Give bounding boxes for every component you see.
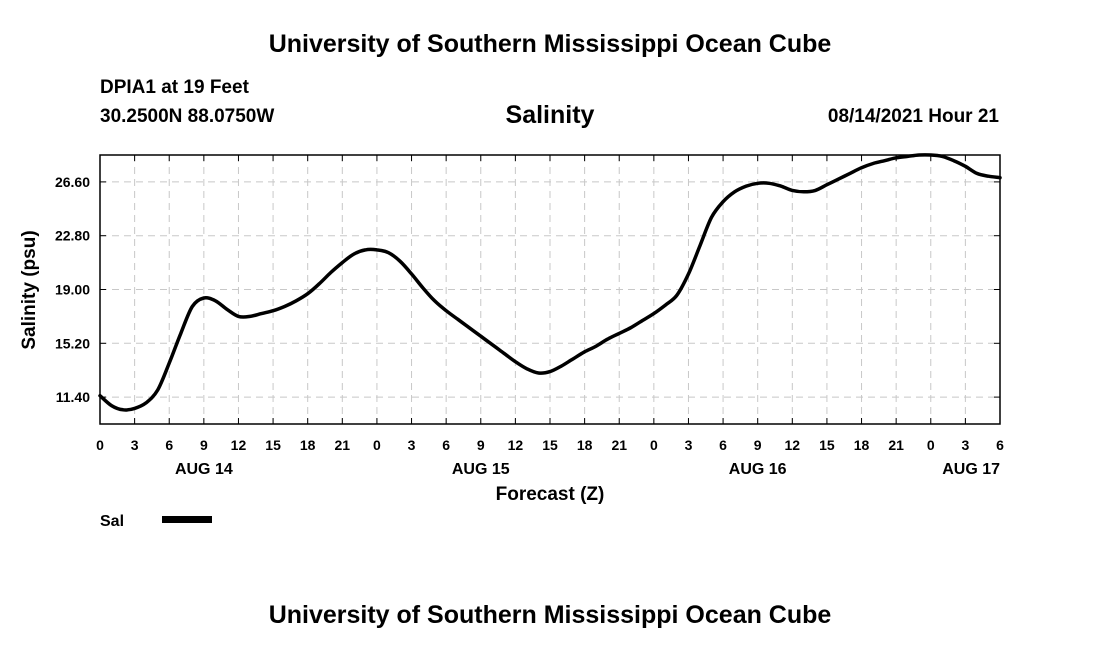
date-label: AUG 16 bbox=[729, 461, 787, 478]
tick-labels: 0 3 6 9 12 15 18 21 0 3 6 9 12 15 18 21 0 3 6 9 12 15 18 21 0 3 6 1… bbox=[55, 174, 1004, 478]
x-tick-label: 15 bbox=[819, 437, 835, 453]
x-tick-label: 9 bbox=[754, 437, 762, 453]
x-tick-label: 6 bbox=[165, 437, 173, 453]
x-tick-label: 3 bbox=[685, 437, 693, 453]
x-tick-label: 21 bbox=[335, 437, 351, 453]
date-label: AUG 17 bbox=[942, 461, 1000, 478]
x-tick-label: 6 bbox=[442, 437, 450, 453]
x-tick-label: 0 bbox=[373, 437, 381, 453]
x-tick-label: 12 bbox=[231, 437, 247, 453]
legend-label: Sal bbox=[100, 513, 124, 530]
x-tick-label: 3 bbox=[961, 437, 969, 453]
y-tick-label: 26.60 bbox=[55, 174, 90, 190]
station-coords: 30.2500N 88.0750W bbox=[100, 106, 275, 127]
station-label: DPIA1 at 19 Feet bbox=[100, 77, 249, 98]
x-tick-label: 18 bbox=[577, 437, 593, 453]
x-tick-label: 21 bbox=[888, 437, 904, 453]
org-title: University of Southern Mississippi Ocean… bbox=[268, 30, 832, 58]
date-label: AUG 15 bbox=[452, 461, 510, 478]
x-tick-label: 12 bbox=[785, 437, 801, 453]
x-tick-label: 6 bbox=[719, 437, 727, 453]
x-tick-label: 0 bbox=[96, 437, 104, 453]
x-tick-label: 3 bbox=[131, 437, 139, 453]
x-tick-label: 3 bbox=[408, 437, 416, 453]
footer-org-title: University of Southern Mississippi Ocean… bbox=[268, 601, 832, 629]
legend-swatch bbox=[162, 516, 212, 523]
x-tick-label: 15 bbox=[542, 437, 558, 453]
plot-frame bbox=[99, 154, 1001, 425]
y-tick-label: 19.00 bbox=[55, 282, 90, 298]
x-tick-label: 12 bbox=[508, 437, 524, 453]
x-tick-label: 18 bbox=[854, 437, 870, 453]
date-label: AUG 14 bbox=[175, 461, 233, 478]
x-tick-label: 0 bbox=[927, 437, 935, 453]
x-tick-label: 21 bbox=[611, 437, 627, 453]
x-tick-label: 9 bbox=[200, 437, 208, 453]
x-tick-label: 15 bbox=[265, 437, 281, 453]
x-tick-label: 9 bbox=[477, 437, 485, 453]
y-tick-label: 22.80 bbox=[55, 228, 90, 244]
chart-title: Salinity bbox=[505, 101, 595, 129]
x-tick-label: 6 bbox=[996, 437, 1004, 453]
x-axis-label: Forecast (Z) bbox=[496, 484, 605, 505]
forecast-time: 08/14/2021 Hour 21 bbox=[827, 106, 999, 127]
salinity-series-line bbox=[98, 153, 1002, 412]
x-tick-label: 0 bbox=[650, 437, 658, 453]
y-axis-label: Salinity (psu) bbox=[19, 230, 40, 349]
y-tick-label: 11.40 bbox=[56, 389, 90, 405]
grid bbox=[100, 155, 1000, 424]
y-tick-label: 15.20 bbox=[55, 335, 90, 351]
x-tick-label: 18 bbox=[300, 437, 316, 453]
